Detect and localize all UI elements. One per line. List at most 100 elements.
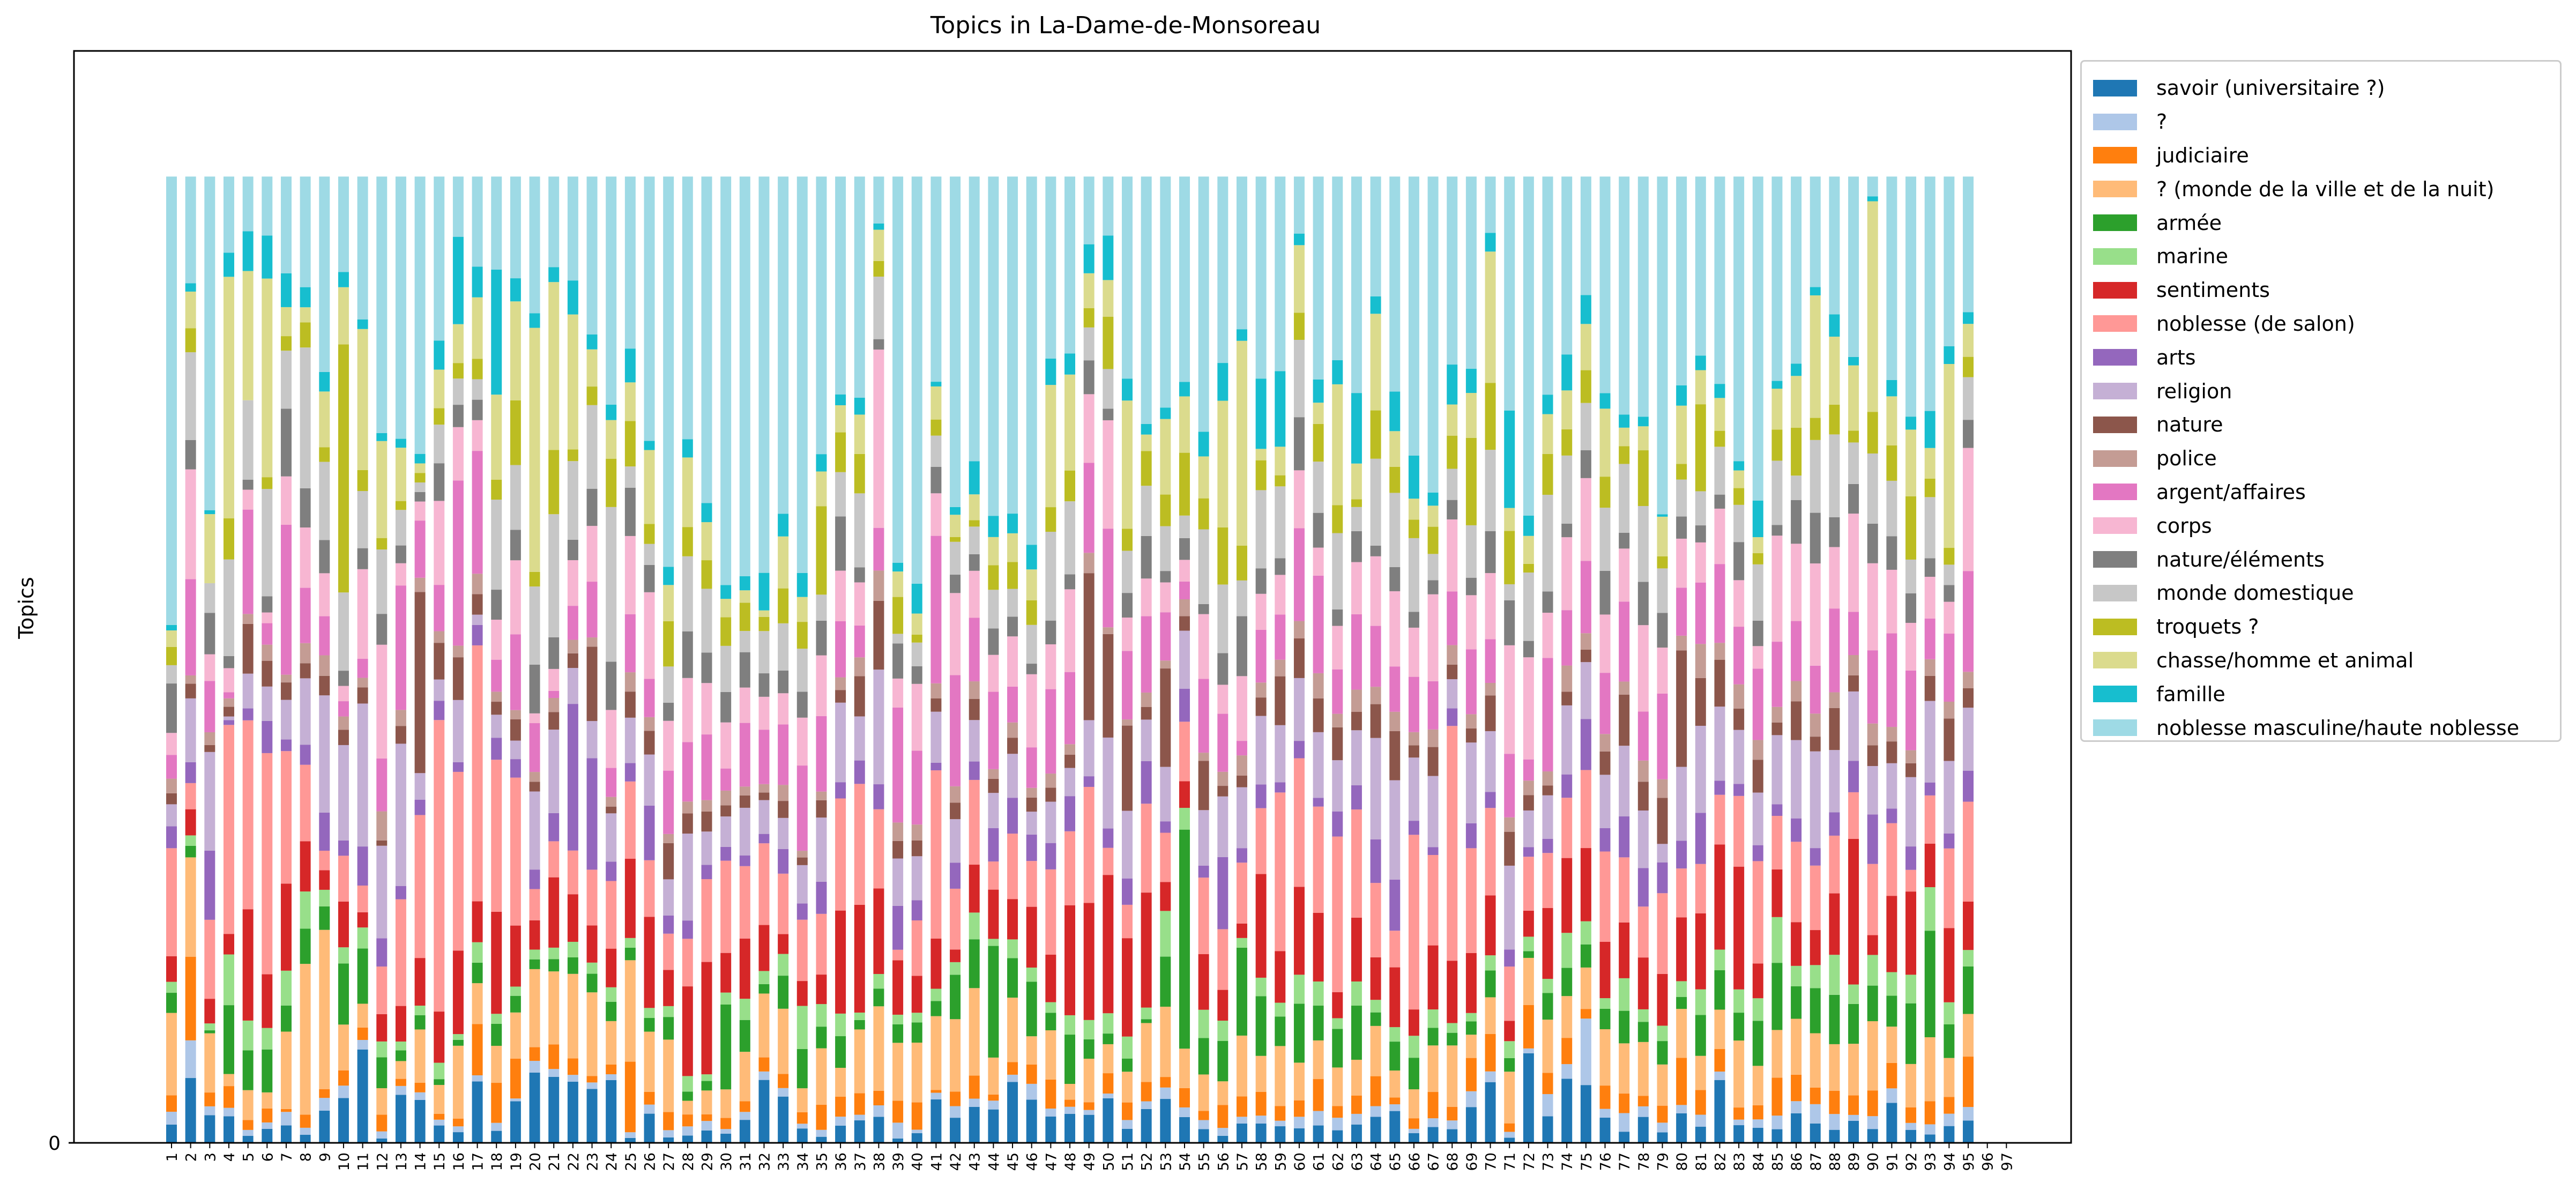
- bar-segment-80-13: [1676, 588, 1687, 636]
- bar-segment-68-10: [1447, 679, 1458, 709]
- bar-segment-31-16: [739, 631, 750, 652]
- bar-segment-16-9: [452, 762, 464, 772]
- bar-segment-4-3: [223, 1086, 234, 1108]
- bar-segment-3-12: [204, 732, 215, 745]
- bar-segment-47-15: [1045, 620, 1056, 644]
- y-axis-label: Topics: [14, 577, 38, 639]
- bar-segment-42-1: [950, 1118, 961, 1143]
- bar-segment-88-10: [1829, 750, 1840, 813]
- bar-segment-39-14: [892, 678, 904, 708]
- bar-segment-54-10: [1179, 630, 1190, 689]
- bar-segment-41-12: [930, 683, 942, 698]
- bar-segment-66-19: [1408, 456, 1419, 499]
- bar-segment-20-1: [529, 1072, 540, 1143]
- bar-segment-27-9: [663, 915, 674, 934]
- bar-segment-7-6: [280, 970, 292, 1006]
- bar-segment-56-4: [1217, 1081, 1229, 1105]
- bar-segment-44-20: [988, 176, 999, 516]
- bar-segment-58-18: [1255, 449, 1267, 460]
- bar-segment-45-1: [1007, 1082, 1018, 1143]
- bar-segment-50-1: [1103, 1098, 1114, 1143]
- bar-segment-47-9: [1045, 843, 1056, 869]
- bar-segment-13-13: [395, 585, 406, 710]
- bar-segment-43-14: [969, 570, 980, 618]
- bar-segment-36-14: [835, 570, 846, 621]
- bar-segment-34-17: [796, 622, 808, 649]
- bar-segment-13-10: [395, 744, 406, 886]
- bar-segment-77-11: [1619, 694, 1630, 746]
- bar-segment-30-10: [720, 816, 732, 847]
- bar-segment-56-14: [1217, 685, 1229, 714]
- bar-segment-61-16: [1313, 462, 1324, 513]
- bar-segment-8-11: [300, 663, 311, 679]
- bar-segment-75-16: [1580, 403, 1591, 450]
- bar-segment-46-1: [1026, 1099, 1037, 1143]
- bar-85: [1771, 176, 1783, 1143]
- bar-segment-27-14: [663, 720, 674, 771]
- bar-segment-80-11: [1676, 650, 1687, 767]
- bar-segment-2-12: [185, 675, 196, 684]
- bar-segment-41-6: [930, 988, 942, 1001]
- bar-segment-34-2: [796, 1124, 808, 1129]
- bar-segment-37-2: [854, 1114, 865, 1121]
- bar-segment-7-16: [280, 351, 292, 409]
- bar-segment-87-1: [1810, 1123, 1821, 1143]
- bar-segment-74-16: [1561, 455, 1573, 524]
- bar-segment-36-15: [835, 516, 846, 571]
- bar-segment-83-19: [1733, 461, 1745, 471]
- bar-segment-9-10: [319, 695, 330, 813]
- bar-segment-1-1: [166, 1124, 177, 1143]
- bar-segment-36-20: [835, 176, 846, 395]
- bar-segment-30-7: [720, 953, 732, 993]
- bar-segment-3-20: [204, 176, 215, 510]
- bar-segment-77-9: [1619, 816, 1630, 858]
- bar-segment-44-7: [988, 889, 999, 939]
- bar-segment-87-14: [1810, 563, 1821, 666]
- bar-segment-67-10: [1427, 776, 1439, 847]
- bar-segment-79-5: [1657, 1041, 1668, 1065]
- legend-item-13: argent/affaires: [2082, 475, 2560, 509]
- bar-segment-81-16: [1695, 491, 1706, 526]
- bar-segment-32-7: [758, 925, 770, 971]
- bar-segment-76-1: [1599, 1117, 1611, 1143]
- bar-segment-19-10: [510, 740, 521, 760]
- bar-segment-54-14: [1179, 560, 1190, 582]
- bar-segment-39-18: [892, 571, 904, 597]
- bar-segment-14-2: [414, 1092, 426, 1100]
- x-tick-label-55: 55: [1196, 1153, 1213, 1171]
- bar-segment-45-13: [1007, 686, 1018, 723]
- bar-segment-9-4: [319, 930, 330, 1089]
- bar-segment-18-12: [491, 692, 502, 702]
- legend-swatch: [2093, 416, 2137, 433]
- bar-segment-94-12: [1944, 702, 1955, 719]
- bar-segment-57-8: [1236, 863, 1247, 924]
- bar-segment-83-9: [1733, 784, 1745, 796]
- bar-segment-69-1: [1465, 1107, 1477, 1143]
- bar-segment-81-19: [1695, 355, 1706, 370]
- bar-segment-30-20: [720, 176, 732, 585]
- bar-segment-79-4: [1657, 1064, 1668, 1106]
- x-tick-label-56: 56: [1215, 1153, 1232, 1171]
- bar-segment-31-7: [739, 939, 750, 999]
- bar-segment-60-15: [1293, 417, 1305, 471]
- bar-segment-82-4: [1714, 1009, 1725, 1049]
- bar-segment-84-4: [1752, 1066, 1763, 1105]
- legend-label: nature: [2156, 413, 2223, 437]
- bar-segment-80-14: [1676, 538, 1687, 588]
- bar-segment-18-20: [491, 176, 502, 270]
- bar-segment-45-8: [1007, 834, 1018, 899]
- bar-segment-88-13: [1829, 608, 1840, 693]
- bar-segment-90-16: [1867, 453, 1878, 524]
- bar-segment-53-18: [1160, 419, 1171, 495]
- bar-segment-8-12: [300, 643, 311, 664]
- bar-segment-40-2: [911, 1129, 922, 1133]
- bar-segment-78-1: [1637, 1117, 1649, 1143]
- bar-segment-50-14: [1103, 420, 1114, 529]
- bar-segment-79-15: [1657, 613, 1668, 648]
- bar-segment-69-8: [1465, 848, 1477, 953]
- x-tick-label-54: 54: [1177, 1153, 1194, 1171]
- bar-segment-71-15: [1504, 600, 1515, 645]
- bar-segment-5-4: [242, 1090, 254, 1120]
- bar-segment-78-18: [1637, 426, 1649, 451]
- bar-segment-76-3: [1599, 1086, 1611, 1109]
